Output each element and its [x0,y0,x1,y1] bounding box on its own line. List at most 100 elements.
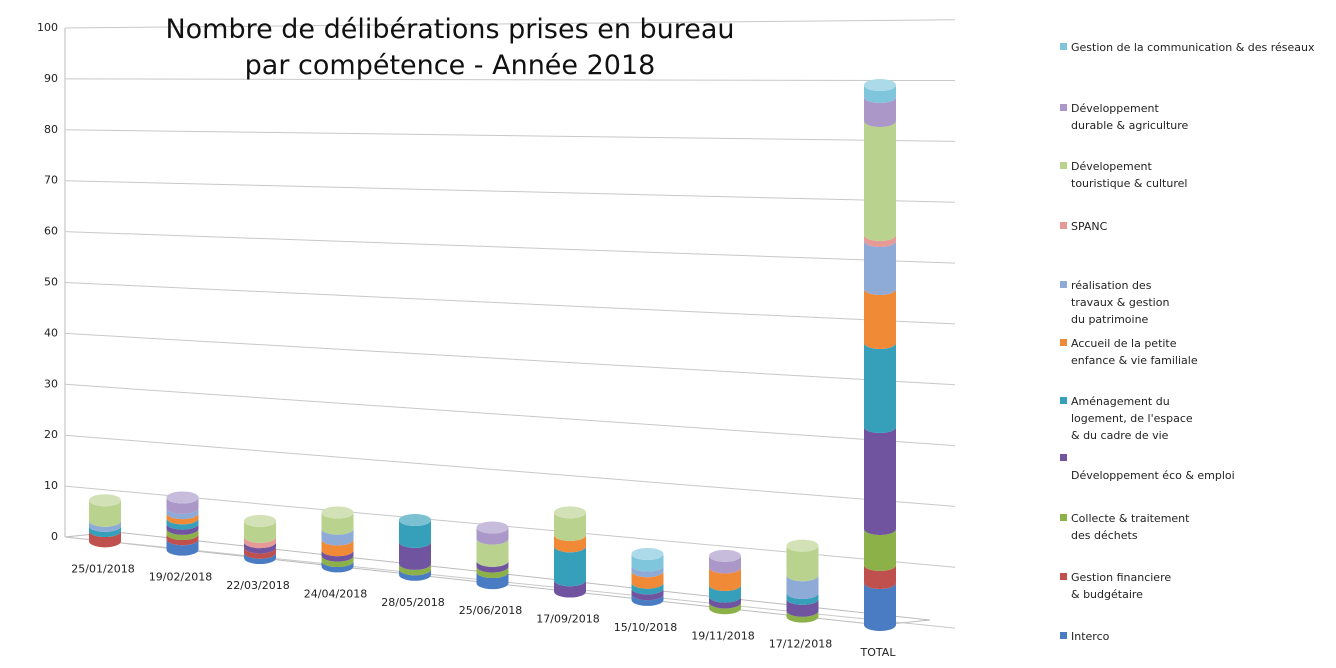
legend-swatch [1060,632,1067,639]
grid-line [64,282,956,325]
y-tick-label: 60 [44,225,58,238]
y-tick-label: 80 [44,123,58,136]
bar-segment [321,561,354,573]
bar-segment [476,527,509,545]
x-tick-label: 19/11/2018 [691,629,754,642]
bar-segment [244,542,276,554]
legend-swatch [1060,514,1067,521]
bar-segment [786,575,819,599]
bar-segment [864,289,896,349]
bar-segment [864,427,896,535]
x-tick-label: 24/04/2018 [304,587,367,600]
bar-segment [321,555,354,568]
legend-label: Collecte & traitement des déchets [1071,512,1190,542]
bar-segment [786,592,819,605]
bar-segment [709,596,741,609]
legend-entry: Accueil de la petite enfance & vie famil… [1060,335,1198,369]
legend-entry: Dévelopement touristique & culturel [1060,158,1187,192]
x-tick-label: 17/09/2018 [536,613,599,626]
legend-swatch [1060,222,1067,229]
bar-segment [631,571,664,589]
bar-segment [89,525,121,538]
grid-line [64,231,956,264]
x-tick-label: 17/12/2018 [769,638,832,651]
y-tick-label: 90 [44,72,58,85]
bar-segment [864,85,896,103]
legend-entry: Développement durable & agriculture [1060,100,1188,134]
legend-label: Dévelopement touristique & culturel [1071,160,1188,190]
bar-segment [786,598,819,617]
bar-segment [321,539,354,557]
grid-line [64,78,956,82]
bar-segment [476,538,509,567]
bar-segment [89,500,121,527]
x-tick-label: 25/01/2018 [71,562,134,575]
bar-segment [399,541,431,570]
bar-segment [476,572,509,590]
legend-entry: Développement éco & emploi [1060,450,1235,484]
legend-entry: réalisation des travaux & gestion du pat… [1060,277,1169,328]
legend-entry: Collecte & traitement des déchets [1060,510,1189,544]
y-tick-label: 0 [51,530,58,543]
legend-swatch [1060,339,1067,346]
bar-segment [709,555,741,574]
cylinder-cap [864,79,896,91]
bar-segment [166,534,199,546]
cylinder-cap [786,539,819,552]
cylinder-cap [321,506,354,519]
cylinder-cap [89,494,121,507]
x-tick-label: 25/06/2018 [459,604,522,617]
legend-swatch [1060,104,1067,111]
bar-segment [244,520,276,543]
bar-segment [631,588,664,601]
legend-swatch [1060,573,1067,580]
grid-line [64,434,956,507]
grid-line [64,180,956,203]
bar-segment [89,531,121,548]
bar-segment [709,584,741,603]
legend-label: Interco [1071,630,1110,643]
bar-segment [244,536,276,549]
x-tick-label: TOTAL [860,646,897,659]
bar-segment [631,553,664,572]
bar-segment [476,560,509,573]
bar-segment [554,512,586,541]
cylinder-cap [476,521,509,534]
legend-entry: SPANC [1060,218,1107,235]
x-tick-label: 15/10/2018 [614,621,677,634]
bar-segment [244,552,276,565]
x-tick-label: 19/02/2018 [149,571,212,584]
y-tick-label: 100 [37,21,58,34]
y-tick-label: 50 [44,276,58,289]
bar-segment [786,610,819,623]
legend-entry: Gestion de la communication & des réseau… [1060,39,1315,56]
bar-segment [166,528,199,541]
legend-label: Développement durable & agriculture [1071,102,1189,132]
cylinder-cap [709,549,741,562]
bar-segment [554,580,586,598]
bar-segment [864,583,896,631]
chart-title: Nombre de délibérations prises en bureau… [165,14,735,81]
bar-segment [631,582,664,595]
bar-segment [709,567,741,591]
y-tick-label: 30 [44,377,58,390]
bar-segment [166,523,199,535]
bar-segment [166,513,199,525]
legend-swatch [1060,162,1067,169]
bar-segment [89,520,121,532]
bar-segment [864,97,896,127]
y-tick-label: 70 [44,174,58,187]
x-tick-label: 22/03/2018 [226,579,289,592]
legend-label: réalisation des travaux & gestion du pat… [1071,279,1170,326]
bar-segment [631,594,664,606]
bar-segment [321,512,354,535]
bar-segment [321,528,354,546]
bar-segment [166,507,199,520]
cylinder-cap [166,491,199,504]
bar-segment [399,569,431,581]
cylinder-cap [554,506,586,519]
bar-segment [166,539,199,556]
legend-swatch [1060,281,1067,288]
